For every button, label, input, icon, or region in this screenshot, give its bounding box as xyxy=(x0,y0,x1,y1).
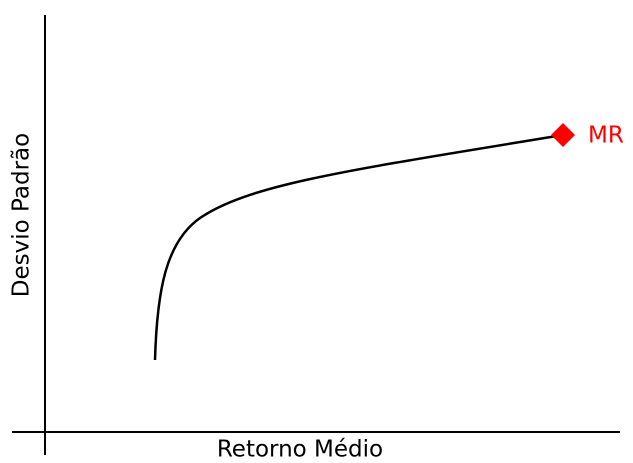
y-axis-label: Desvio Padrão xyxy=(9,133,35,297)
point-label: MR xyxy=(588,123,624,149)
curve xyxy=(153,133,564,361)
point-marker xyxy=(551,123,575,147)
x-axis-label: Retorno Médio xyxy=(217,437,383,463)
